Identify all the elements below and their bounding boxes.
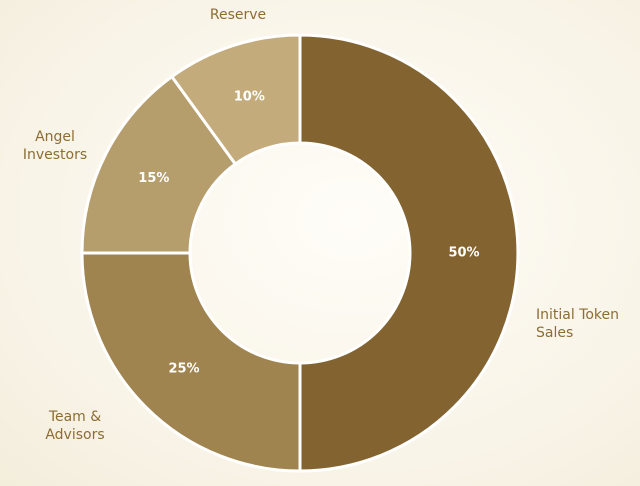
category-label: Initial Token Sales: [536, 307, 620, 341]
donut-slice: [169, 33, 302, 167]
donut-slice: [80, 251, 302, 473]
donut-slice: [298, 33, 520, 473]
category-label: Angel Investors: [22, 129, 88, 163]
value-label: 15%: [138, 171, 169, 186]
value-label: 25%: [168, 361, 199, 376]
category-label: Team & Advisors: [45, 409, 105, 443]
donut-slice: [80, 74, 238, 255]
category-label: Reserve: [209, 7, 267, 23]
value-label: 50%: [448, 246, 479, 261]
value-label: 10%: [234, 90, 265, 105]
